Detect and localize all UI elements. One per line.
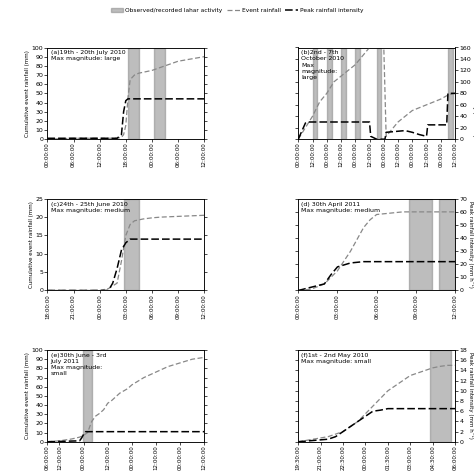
Bar [429, 350, 451, 442]
Text: (e)30th June - 3rd
July 2011
Max magnitude:
small: (e)30th June - 3rd July 2011 Max magnitu… [51, 353, 106, 376]
Bar [410, 199, 431, 291]
Bar [341, 48, 346, 139]
Y-axis label: Cumulative event rainfall (mm): Cumulative event rainfall (mm) [25, 50, 30, 137]
Bar [128, 48, 139, 139]
Bar [82, 350, 91, 442]
Text: (b)2nd - 7th
October 2010
Max
magnitude:
large: (b)2nd - 7th October 2010 Max magnitude:… [301, 50, 345, 80]
Bar [327, 48, 331, 139]
Y-axis label: Peak rainfall intensity (mm h⁻¹): Peak rainfall intensity (mm h⁻¹) [468, 201, 474, 288]
Legend: Observed/recorded lahar activity, Event rainfall, Peak rainfall intensity: Observed/recorded lahar activity, Event … [108, 5, 366, 15]
Bar [154, 48, 165, 139]
Bar [377, 48, 382, 139]
Bar [124, 199, 139, 291]
Y-axis label: Cumulative event rainfall (mm): Cumulative event rainfall (mm) [25, 352, 30, 439]
Text: (a)19th - 20th July 2010
Max magnitude: large: (a)19th - 20th July 2010 Max magnitude: … [51, 50, 125, 61]
Bar [448, 48, 453, 139]
Text: (d) 30th April 2011
Max magnitude: medium: (d) 30th April 2011 Max magnitude: mediu… [301, 201, 381, 213]
Text: (c)24th - 25th June 2010
Max magnitude: medium: (c)24th - 25th June 2010 Max magnitude: … [51, 201, 130, 213]
Text: (f)1st - 2nd May 2010
Max magnitude: small: (f)1st - 2nd May 2010 Max magnitude: sma… [301, 353, 372, 364]
Bar [356, 48, 360, 139]
Y-axis label: Peak rainfall intensity (mm h⁻¹): Peak rainfall intensity (mm h⁻¹) [468, 352, 474, 439]
Y-axis label: Peak rainfall intensity (mm h⁻¹): Peak rainfall intensity (mm h⁻¹) [473, 50, 474, 137]
Y-axis label: Cumulative event rainfall (mm): Cumulative event rainfall (mm) [29, 201, 34, 288]
Bar [312, 48, 317, 139]
Bar [439, 199, 455, 291]
